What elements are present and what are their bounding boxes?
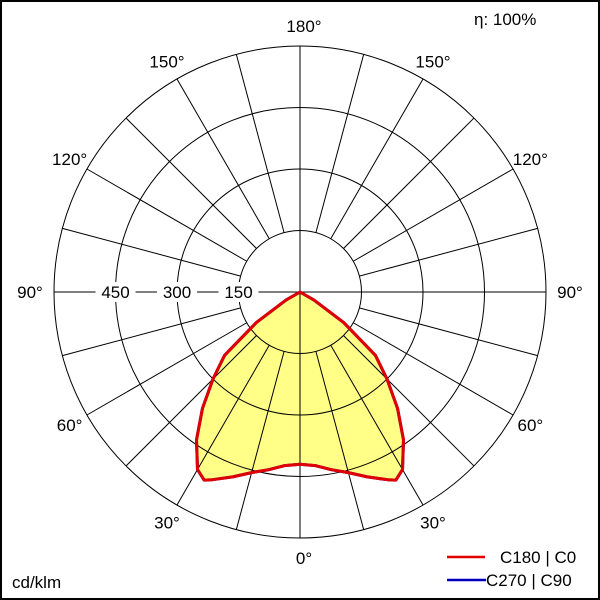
grid-circle [53, 45, 547, 539]
grid-radial-line [353, 168, 514, 262]
grid-radial-line [330, 345, 424, 506]
tick-label-bg [218, 282, 259, 302]
grid-radial-line [176, 345, 270, 506]
grid-radial-line [330, 78, 424, 239]
unit-label: cd/klm [12, 573, 61, 592]
grid-radial-line [343, 335, 475, 467]
angle-label: 120° [513, 150, 548, 169]
grid-radial-line [62, 227, 241, 277]
grid-radial-line [359, 227, 538, 277]
grid-radial-line [86, 168, 247, 262]
angle-label: 0° [296, 549, 312, 568]
radial-tick-label: 450 [101, 283, 129, 302]
grid-radial-line [235, 351, 285, 530]
efficiency-label: η: 100% [474, 10, 536, 29]
grid-radial-line [125, 335, 257, 467]
tick-label-bg [157, 282, 197, 302]
legend-label-c270-c90: C270 | C90 [486, 571, 572, 590]
angle-label: 180° [286, 17, 321, 36]
grid-radial-line [359, 307, 538, 357]
angle-label: 150° [149, 53, 184, 72]
legend-label-c180-c0: C180 | C0 [500, 548, 576, 567]
series-curve-c180-c0 [195, 290, 405, 482]
grid-radial-line [125, 117, 257, 249]
angle-label: 60° [518, 416, 544, 435]
grid-radial-line [315, 54, 365, 233]
angle-label: 90° [17, 283, 43, 302]
radial-tick-label: 300 [163, 283, 191, 302]
angle-label: 120° [52, 150, 87, 169]
grid-radial-line [86, 322, 247, 416]
angle-label: 60° [57, 416, 83, 435]
angle-label: 30° [420, 513, 446, 532]
grid-radial-line [176, 78, 270, 239]
grid-radial-line [235, 54, 285, 233]
angle-label: 90° [557, 283, 583, 302]
grid-radial-line [353, 322, 514, 416]
grid-radial-line [343, 117, 475, 249]
grid-radial-line [315, 351, 365, 530]
radial-tick-label: 150 [224, 283, 252, 302]
legend: C180 | C0 C270 | C90 [447, 548, 576, 590]
grid-radial-line [62, 307, 241, 357]
angle-label: 30° [154, 513, 180, 532]
tick-label-bg [95, 282, 136, 302]
angle-label: 150° [415, 53, 450, 72]
